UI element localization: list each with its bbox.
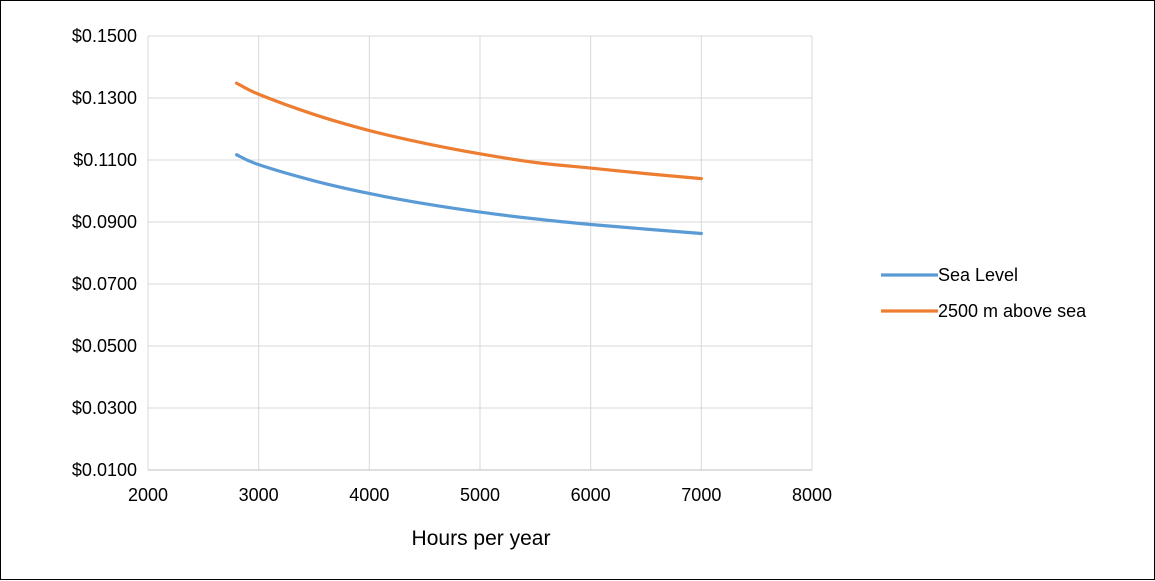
series-line-2500m-above-sea bbox=[234, 81, 703, 181]
x-tick-label: 8000 bbox=[792, 485, 832, 505]
series-line-sea-level bbox=[234, 153, 703, 236]
y-tick-label: $0.1300 bbox=[72, 88, 137, 108]
gridlines bbox=[147, 35, 813, 471]
legend-item: 2500 m above sea bbox=[881, 301, 1087, 321]
y-tick-label: $0.1100 bbox=[73, 150, 137, 170]
y-tick-label: $0.0900 bbox=[72, 212, 137, 232]
x-axis-title: Hours per year bbox=[412, 527, 551, 550]
legend-label: Sea Level bbox=[938, 265, 1018, 285]
x-tick-label: 4000 bbox=[349, 485, 389, 505]
x-tick-label: 3000 bbox=[239, 485, 279, 505]
x-tick-label: 7000 bbox=[681, 485, 721, 505]
series-lines bbox=[234, 81, 703, 236]
x-tick-label: 2000 bbox=[128, 485, 168, 505]
y-tick-label: $0.1500 bbox=[72, 26, 137, 46]
x-axis-ticks: 2000 3000 4000 5000 6000 7000 8000 bbox=[128, 485, 832, 505]
y-tick-label: $0.0700 bbox=[72, 274, 137, 294]
x-tick-label: 6000 bbox=[571, 485, 611, 505]
y-tick-label: $0.0500 bbox=[72, 336, 137, 356]
y-tick-label: $0.0300 bbox=[72, 398, 137, 418]
y-tick-label: $0.0100 bbox=[72, 460, 137, 480]
y-axis-ticks: $0.0100 $0.0300 $0.0500 $0.0700 $0.0900 $0.11… bbox=[72, 26, 137, 480]
legend: Sea Level 2500 m above sea bbox=[881, 265, 1087, 321]
x-tick-label: 5000 bbox=[460, 485, 500, 505]
legend-item: Sea Level bbox=[881, 265, 1018, 285]
legend-label: 2500 m above sea bbox=[938, 301, 1087, 321]
